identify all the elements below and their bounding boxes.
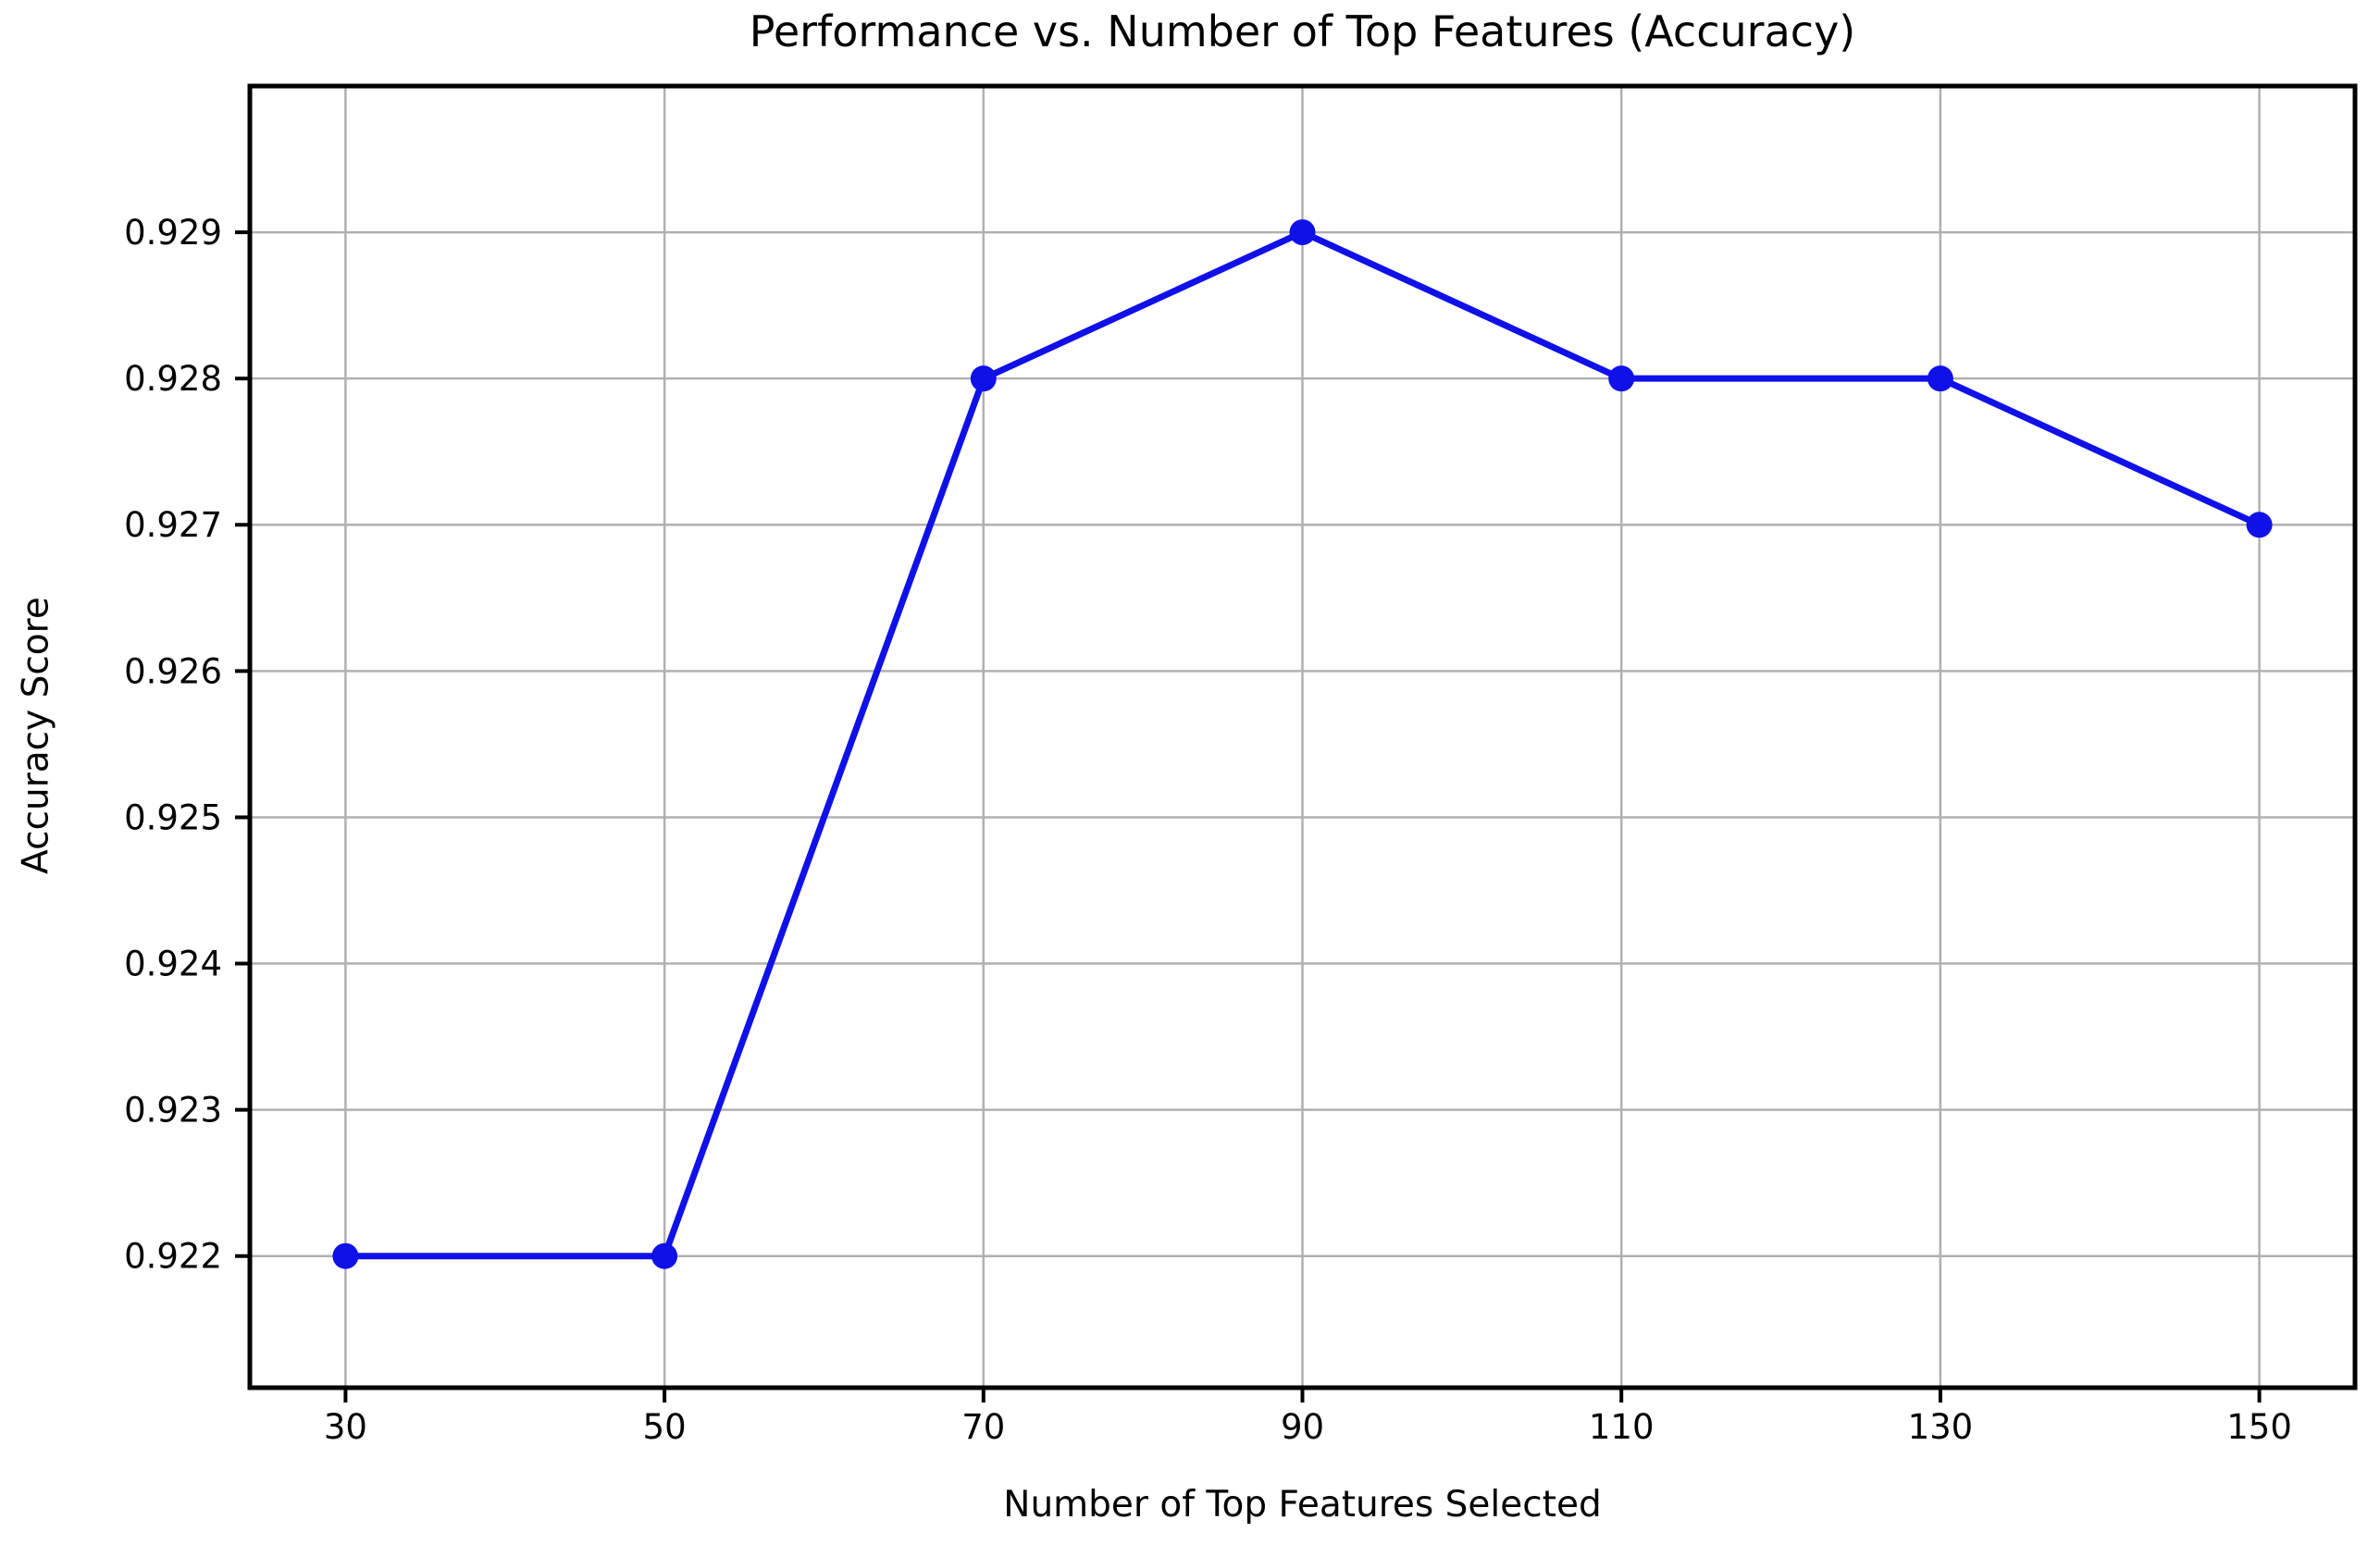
x-tick-label: 30 [324,1407,367,1447]
x-tick-label: 110 [1589,1407,1655,1447]
x-tick-label: 150 [2226,1407,2292,1447]
x-axis-label: Number of Top Features Selected [1003,1484,1602,1526]
y-tick-label: 0.923 [124,1091,222,1131]
data-point-marker [1289,219,1316,246]
data-point-marker [970,365,997,392]
y-tick-label: 0.927 [124,505,222,545]
x-tick-label: 70 [961,1407,1005,1447]
y-tick-label: 0.928 [124,359,222,399]
data-point-marker [651,1242,678,1269]
data-point-marker [332,1242,359,1269]
y-tick-label: 0.929 [124,213,222,253]
y-tick-label: 0.924 [124,944,222,983]
x-tick-label: 90 [1281,1407,1324,1447]
data-point-marker [1608,365,1635,392]
y-tick-label: 0.926 [124,651,222,691]
data-point-marker [1927,365,1953,392]
x-tick-label: 130 [1908,1407,1974,1447]
y-tick-label: 0.925 [124,797,222,837]
data-point-marker [2246,512,2273,538]
chart-title: Performance vs. Number of Top Features (… [749,6,1856,56]
x-tick-label: 50 [643,1407,687,1447]
y-tick-label: 0.922 [124,1237,222,1277]
